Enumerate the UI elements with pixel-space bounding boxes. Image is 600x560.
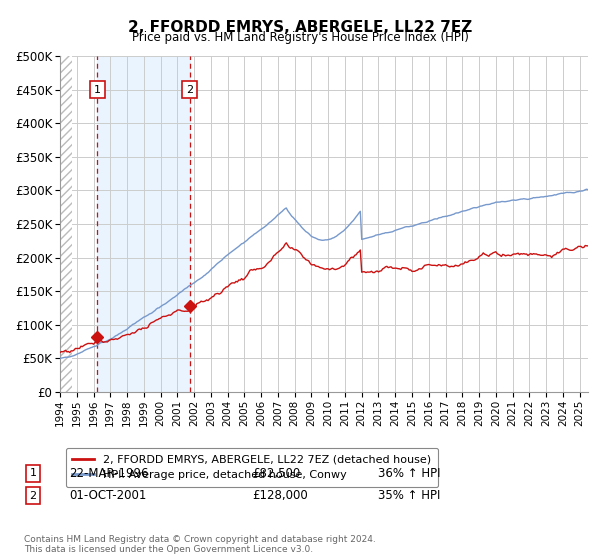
Text: 36% ↑ HPI: 36% ↑ HPI bbox=[378, 466, 440, 480]
Text: 2: 2 bbox=[29, 491, 37, 501]
Text: 01-OCT-2001: 01-OCT-2001 bbox=[69, 489, 146, 502]
Text: Contains HM Land Registry data © Crown copyright and database right 2024.
This d: Contains HM Land Registry data © Crown c… bbox=[24, 535, 376, 554]
Text: £128,000: £128,000 bbox=[252, 489, 308, 502]
Bar bbox=[97, 56, 190, 392]
Text: 35% ↑ HPI: 35% ↑ HPI bbox=[378, 489, 440, 502]
Text: 2, FFORDD EMRYS, ABERGELE, LL22 7EZ: 2, FFORDD EMRYS, ABERGELE, LL22 7EZ bbox=[128, 20, 472, 35]
Text: 1: 1 bbox=[29, 468, 37, 478]
Text: 1: 1 bbox=[94, 85, 101, 95]
Text: Price paid vs. HM Land Registry's House Price Index (HPI): Price paid vs. HM Land Registry's House … bbox=[131, 31, 469, 44]
Text: 2: 2 bbox=[187, 85, 193, 95]
Text: 22-MAR-1996: 22-MAR-1996 bbox=[69, 466, 149, 480]
Legend: 2, FFORDD EMRYS, ABERGELE, LL22 7EZ (detached house), HPI: Average price, detach: 2, FFORDD EMRYS, ABERGELE, LL22 7EZ (det… bbox=[65, 448, 438, 487]
Text: £82,500: £82,500 bbox=[252, 466, 300, 480]
